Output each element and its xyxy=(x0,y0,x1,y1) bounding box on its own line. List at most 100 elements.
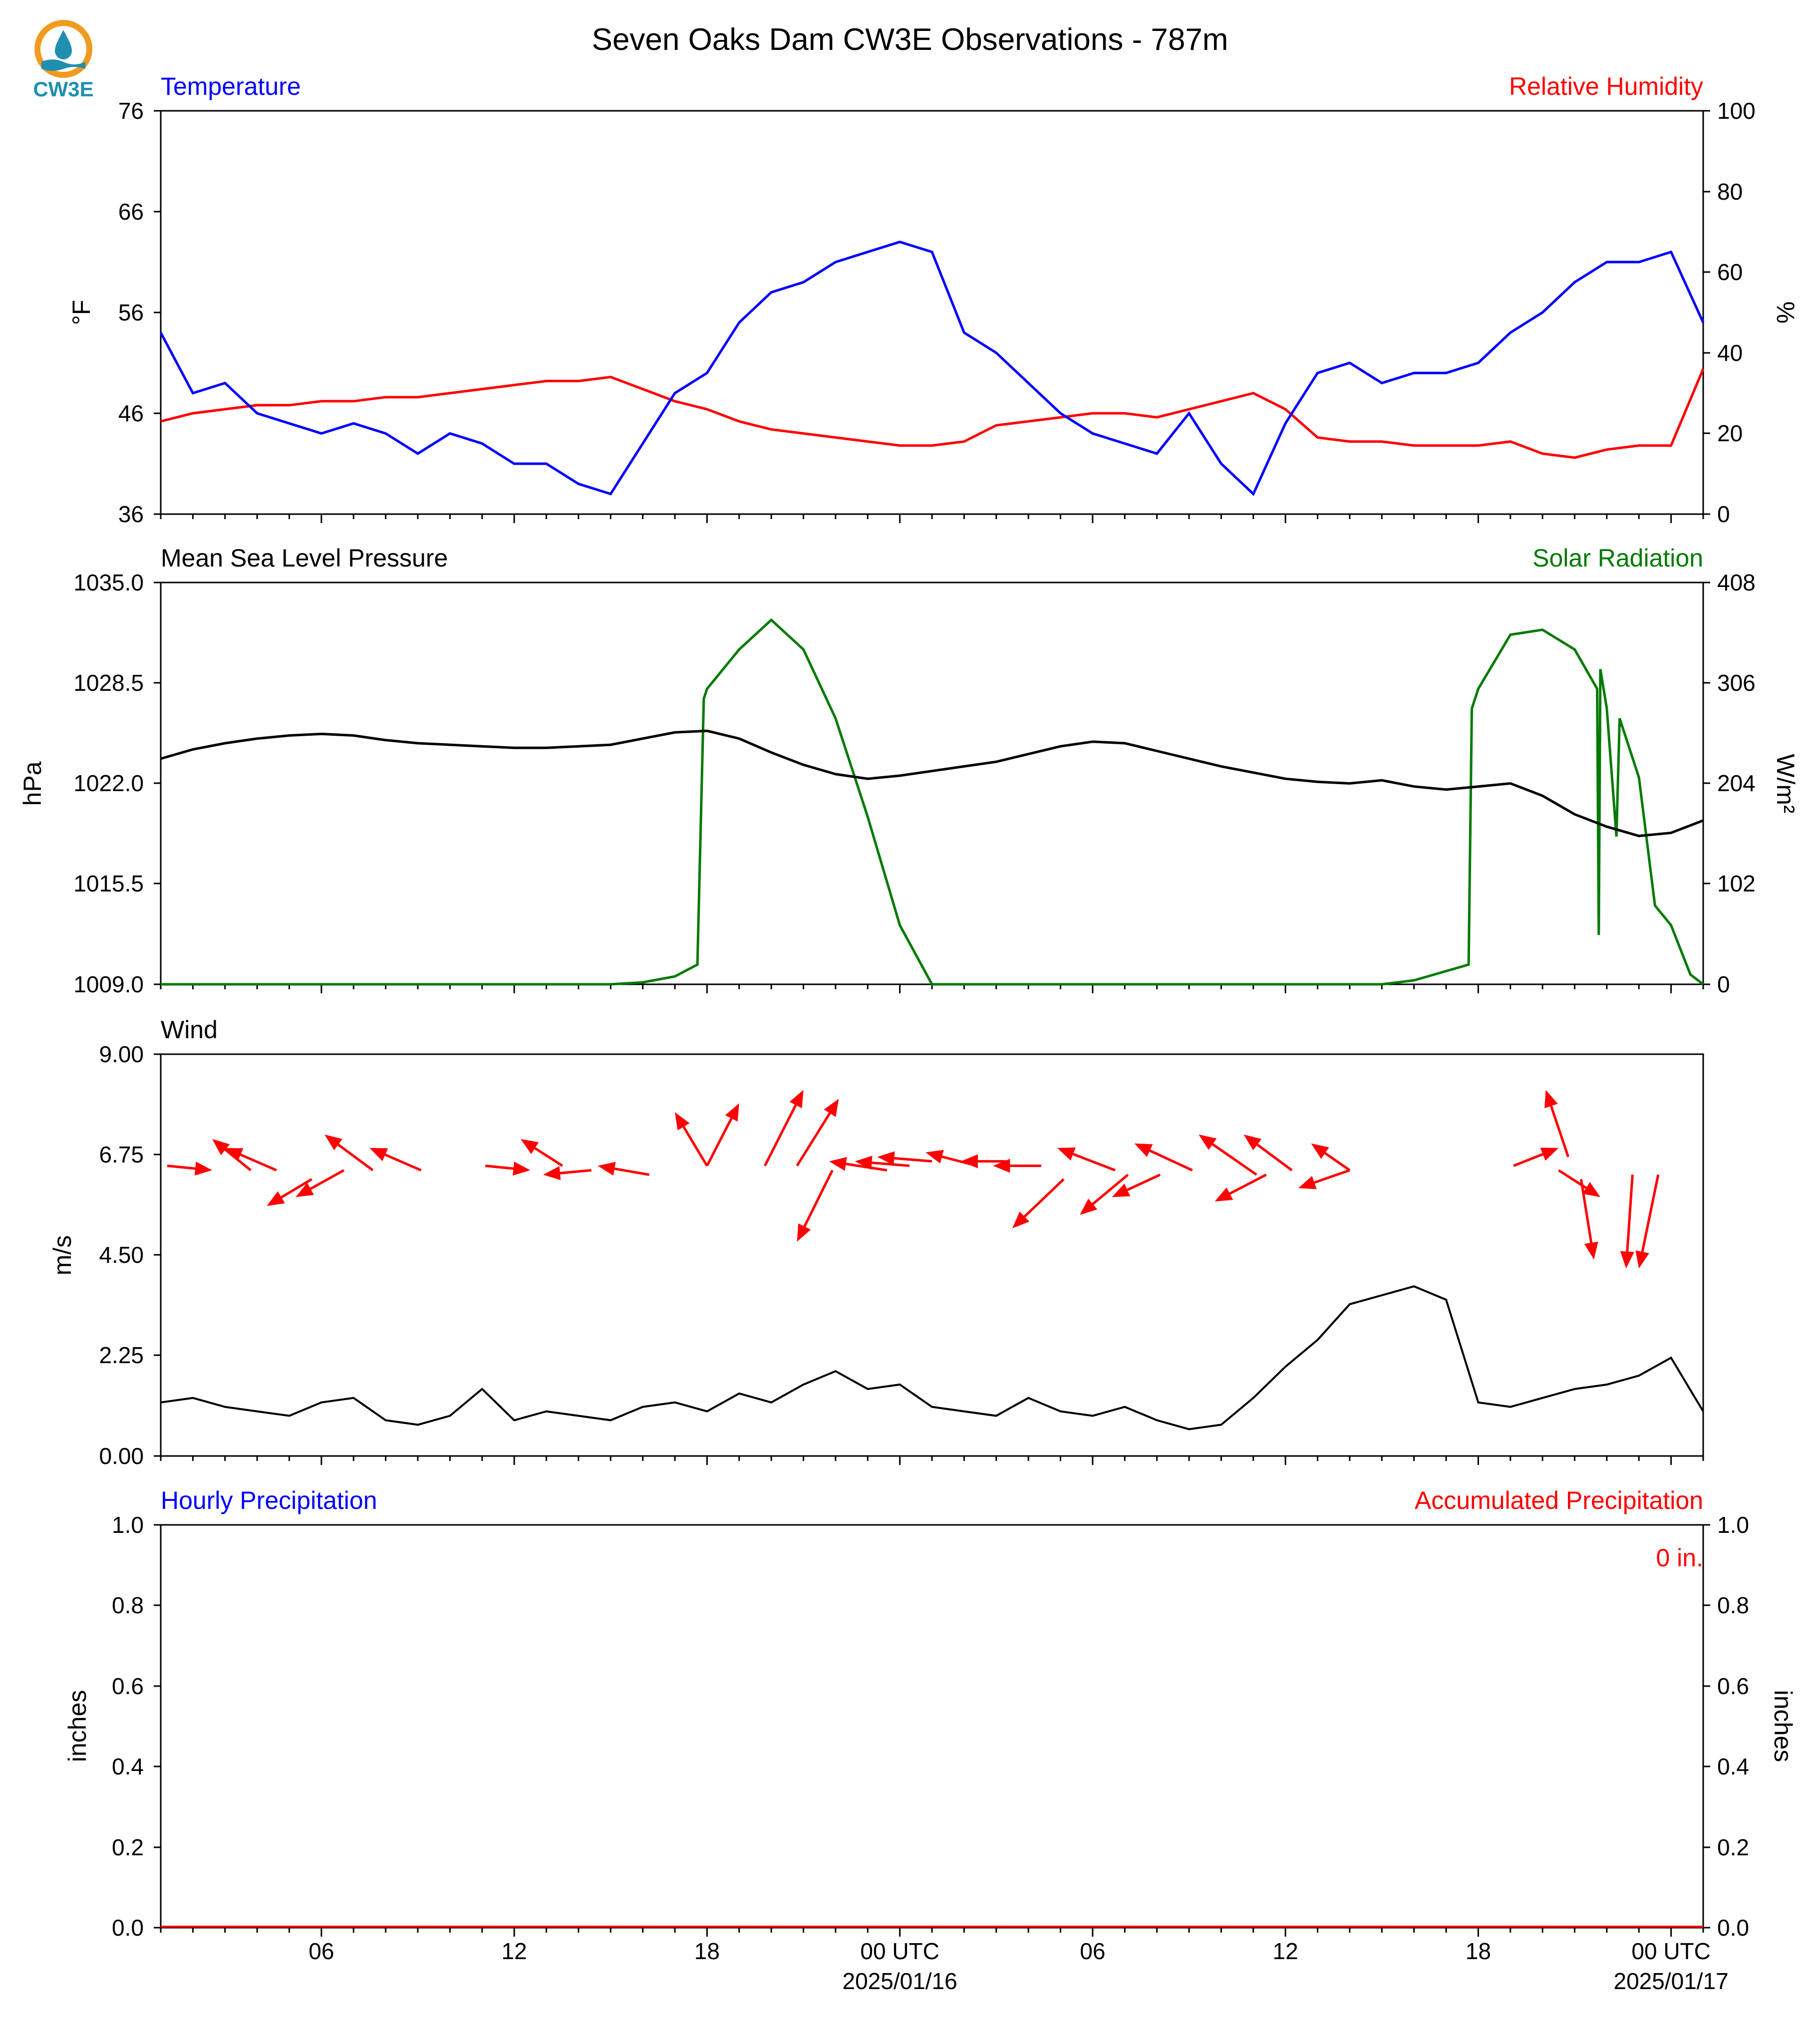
x-tick-label: 00 UTC xyxy=(1631,1938,1710,1964)
y-tick-label: 204 xyxy=(1717,770,1756,796)
x-tick-label: 12 xyxy=(502,1938,527,1964)
panel-pressure-solar: Mean Sea Level Pressure Solar Radiation … xyxy=(18,544,1800,997)
y-tick-label: 2.25 xyxy=(99,1342,144,1368)
tick-marks xyxy=(154,581,161,985)
wind-arrow xyxy=(1311,1143,1351,1171)
humidity-title: Relative Humidity xyxy=(1509,72,1703,100)
wind-arrow xyxy=(598,1161,649,1176)
y-tick-label: 1028.5 xyxy=(73,670,144,696)
pressure-y-ticks: 1035.0 1028.5 1022.0 1015.5 1009.0 xyxy=(73,570,144,997)
y-tick-label: 1.0 xyxy=(1717,1512,1749,1538)
y-tick-label: 0.8 xyxy=(1717,1592,1749,1618)
temperature-axis-label: °F xyxy=(67,300,95,325)
wind-arrow xyxy=(212,1139,252,1171)
wind-arrow xyxy=(1057,1148,1116,1171)
wind-direction-arrows xyxy=(167,1090,1660,1269)
y-tick-label: 60 xyxy=(1717,259,1743,285)
y-tick-label: 0.2 xyxy=(1717,1834,1749,1860)
precip-y-ticks-left: 1.0 0.8 0.6 0.4 0.2 0.0 xyxy=(112,1512,144,1941)
wind-arrow xyxy=(706,1103,739,1166)
precip-axis-label-left: inches xyxy=(63,1690,91,1762)
y-tick-label: 0.6 xyxy=(1717,1673,1749,1699)
series-line-wind-speed xyxy=(160,1285,1704,1431)
tick-marks xyxy=(154,110,161,515)
panel-frame xyxy=(160,110,1704,515)
panel-frame xyxy=(160,1524,1704,1929)
wind-arrow xyxy=(1620,1174,1634,1269)
wind-arrow xyxy=(877,1151,932,1165)
tick-marks xyxy=(1703,581,1710,985)
solar-title: Solar Radiation xyxy=(1532,544,1703,572)
x-tick-label: 18 xyxy=(694,1938,720,1964)
panel-frame xyxy=(160,1053,1704,1457)
wind-arrow xyxy=(296,1169,345,1197)
y-tick-label: 6.75 xyxy=(99,1142,144,1167)
wind-arrow xyxy=(1635,1174,1660,1269)
x-date-label: 2025/01/16 xyxy=(843,1968,957,1994)
wind-arrow xyxy=(225,1148,277,1171)
x-tick-marks xyxy=(160,984,1704,993)
series-line-relative-humidity xyxy=(160,368,1705,459)
x-tick-marks xyxy=(160,1928,1704,1937)
accum-precip-title: Accumulated Precipitation xyxy=(1415,1486,1703,1514)
x-tick-label: 06 xyxy=(308,1938,334,1964)
y-tick-label: 1022.0 xyxy=(73,770,144,796)
x-tick-label: 18 xyxy=(1466,1938,1491,1964)
y-tick-label: 0 xyxy=(1717,971,1730,997)
wind-arrow xyxy=(521,1139,564,1167)
wind-arrow xyxy=(1080,1173,1129,1215)
x-tick-marks xyxy=(160,514,1704,523)
y-tick-label: 0.4 xyxy=(1717,1753,1749,1779)
x-tick-labels: 06 12 18 00 UTC 2025/01/16 06 12 18 00 UTC 2025/0… xyxy=(308,1938,1728,1994)
y-tick-label: 40 xyxy=(1717,340,1743,366)
precip-axis-label-right: inches xyxy=(1769,1690,1797,1762)
x-tick-label: 06 xyxy=(1080,1938,1105,1964)
y-tick-label: 76 xyxy=(118,98,144,124)
wind-arrow xyxy=(855,1156,910,1170)
y-tick-label: 46 xyxy=(118,400,144,426)
wind-arrow xyxy=(1214,1173,1267,1202)
panel-precip: Hourly Precipitation Accumulated Precipi… xyxy=(63,1486,1797,1994)
wind-arrow xyxy=(369,1148,422,1171)
precip-y-ticks-right: 1.0 0.8 0.6 0.4 0.2 0.0 xyxy=(1717,1512,1749,1941)
wind-arrow xyxy=(1557,1169,1600,1197)
y-tick-label: 4.50 xyxy=(99,1242,144,1268)
pressure-axis-label: hPa xyxy=(18,761,46,806)
y-tick-label: 80 xyxy=(1717,179,1743,205)
tick-marks xyxy=(154,1053,161,1457)
wind-arrow xyxy=(1513,1148,1559,1167)
x-tick-marks xyxy=(160,1456,1704,1465)
y-tick-label: 66 xyxy=(118,199,144,225)
y-tick-label: 1009.0 xyxy=(73,971,144,997)
wind-arrow xyxy=(960,1154,1006,1168)
series-line-pressure xyxy=(160,729,1704,838)
x-date-label: 2025/01/17 xyxy=(1614,1968,1729,1994)
y-tick-label: 0.4 xyxy=(112,1753,144,1779)
tick-marks xyxy=(1703,1524,1710,1929)
wind-arrow xyxy=(485,1161,531,1176)
wind-arrow xyxy=(675,1112,708,1166)
y-tick-label: 20 xyxy=(1717,420,1743,446)
page-title: Seven Oaks Dam CW3E Observations - 787m xyxy=(592,22,1228,57)
wind-axis-label: m/s xyxy=(48,1235,76,1276)
y-tick-label: 306 xyxy=(1717,670,1756,696)
hourly-precip-title: Hourly Precipitation xyxy=(161,1486,377,1514)
logo-icon: CW3E xyxy=(33,20,94,101)
y-tick-label: 1015.5 xyxy=(73,870,144,896)
series-line-solar-radiation xyxy=(161,618,1704,986)
solar-axis-label: W/m² xyxy=(1772,754,1800,813)
wind-arrow xyxy=(1243,1135,1293,1171)
y-tick-label: 1035.0 xyxy=(73,570,144,595)
wind-arrow xyxy=(1298,1169,1350,1189)
pressure-title: Mean Sea Level Pressure xyxy=(161,544,448,572)
wind-arrow xyxy=(764,1090,804,1166)
logo: CW3E xyxy=(30,19,105,104)
y-tick-label: 408 xyxy=(1717,570,1756,595)
wind-arrow xyxy=(1199,1135,1257,1176)
y-tick-label: 0.2 xyxy=(112,1834,144,1860)
y-tick-label: 100 xyxy=(1717,98,1756,124)
precip-total-label: 0 in. xyxy=(1656,1544,1703,1572)
humidity-y-ticks: 100 80 60 40 20 0 xyxy=(1717,98,1756,527)
wind-arrow xyxy=(1012,1178,1065,1228)
